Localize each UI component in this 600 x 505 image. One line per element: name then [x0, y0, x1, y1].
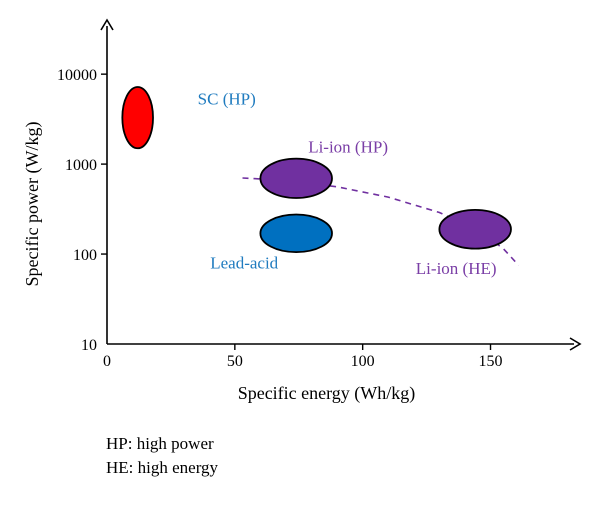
- region-0: [121, 86, 154, 150]
- y-tick-label-2: 1000: [65, 157, 97, 174]
- x-tick-label-3: 150: [479, 353, 503, 370]
- axes: 0 50 100 150 10 100 1000 10000 Specific energy (…: [22, 18, 582, 404]
- x-tick-label-1: 50: [227, 353, 243, 370]
- x-tick-label-0: 0: [103, 353, 111, 370]
- y-tick-label-3: 10000: [57, 67, 97, 84]
- trend-group: [242, 177, 520, 266]
- notes: HP: high power HE: high energy: [106, 432, 218, 480]
- note-he: HE: high energy: [106, 458, 219, 477]
- region-label-2: Lead-acid: [210, 253, 278, 272]
- x-axis-title: Specific energy (Wh/kg): [238, 383, 416, 404]
- region-label-0: SC (HP): [198, 90, 256, 109]
- note-hp: HP: high power: [106, 434, 214, 453]
- region-1: [259, 157, 333, 199]
- y-axis-title: Specific power (W/kg): [22, 122, 43, 287]
- x-axis-arrow: [569, 337, 582, 351]
- region-2: [259, 213, 333, 254]
- region-label-3: Li-ion (HE): [416, 259, 497, 278]
- regions-group: [121, 86, 512, 254]
- x-tick-label-2: 100: [351, 353, 375, 370]
- trend-line: [242, 177, 520, 266]
- y-axis-arrow: [100, 18, 114, 31]
- y-tick-label-0: 10: [81, 337, 97, 354]
- labels-group: SC (HP) Li-ion (HP) Lead-acid Li-ion (HE): [198, 90, 497, 279]
- y-tick-label-1: 100: [73, 247, 97, 264]
- region-3: [438, 208, 512, 250]
- region-label-1: Li-ion (HP): [308, 137, 388, 156]
